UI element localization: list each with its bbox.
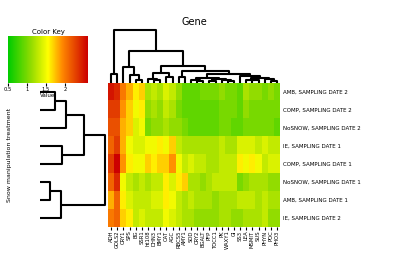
Title: Gene: Gene [181, 17, 207, 27]
X-axis label: Value: Value [40, 93, 56, 98]
Text: Snow manipulation treatment: Snow manipulation treatment [8, 108, 12, 202]
Title: Color Key: Color Key [32, 29, 64, 35]
